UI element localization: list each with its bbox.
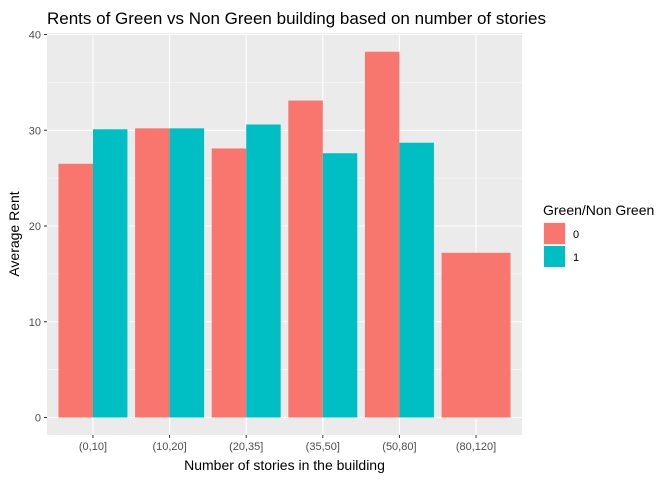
legend-swatch-0 — [544, 223, 565, 244]
legend-swatch-1 — [544, 246, 565, 267]
x-tick-label: (80,120] — [456, 441, 496, 453]
bar-(10,20]-series-0 — [135, 128, 170, 418]
x-tick-label: (35,50] — [306, 441, 340, 453]
y-tick-label: 0 — [35, 413, 41, 425]
bar-(10,20]-series-1 — [169, 128, 205, 418]
legend-label-1: 1 — [573, 252, 579, 264]
x-tick-label: (50,80] — [382, 441, 416, 453]
bar-(35,50]-series-1 — [322, 153, 358, 418]
x-tick-label: (10,20] — [152, 441, 186, 453]
bar-(0,10]-series-1 — [92, 129, 128, 418]
bar-(0,10]-series-0 — [58, 163, 93, 418]
legend-label-0: 0 — [573, 229, 579, 241]
bar-(80,120]-series-0 — [441, 252, 511, 418]
y-axis: 0 10 20 30 40 — [29, 30, 47, 425]
y-tick-label: 20 — [29, 221, 41, 233]
x-axis-title: Number of stories in the building — [184, 457, 385, 473]
x-tick-label: (0,10] — [79, 441, 107, 453]
bar-(50,80]-series-0 — [364, 51, 400, 418]
bar-(50,80]-series-1 — [399, 142, 434, 418]
bar-(35,50]-series-0 — [288, 100, 323, 418]
bar-(20,35]-series-0 — [211, 148, 247, 418]
chart-title: Rents of Green vs Non Green building bas… — [47, 9, 546, 28]
x-axis: (0,10] (10,20] (20,35] (35,50] (50,80] (80,12… — [79, 435, 496, 453]
legend: Green/Non Green 0 1 — [543, 202, 654, 268]
y-tick-label: 10 — [29, 317, 41, 329]
y-tick-label: 30 — [29, 125, 41, 137]
legend-title: Green/Non Green — [543, 202, 654, 218]
y-tick-label: 40 — [29, 30, 41, 42]
x-tick-label: (20,35] — [229, 441, 263, 453]
bar-(20,35]-series-1 — [246, 124, 281, 418]
y-axis-title: Average Rent — [6, 191, 22, 276]
bars — [58, 51, 511, 418]
